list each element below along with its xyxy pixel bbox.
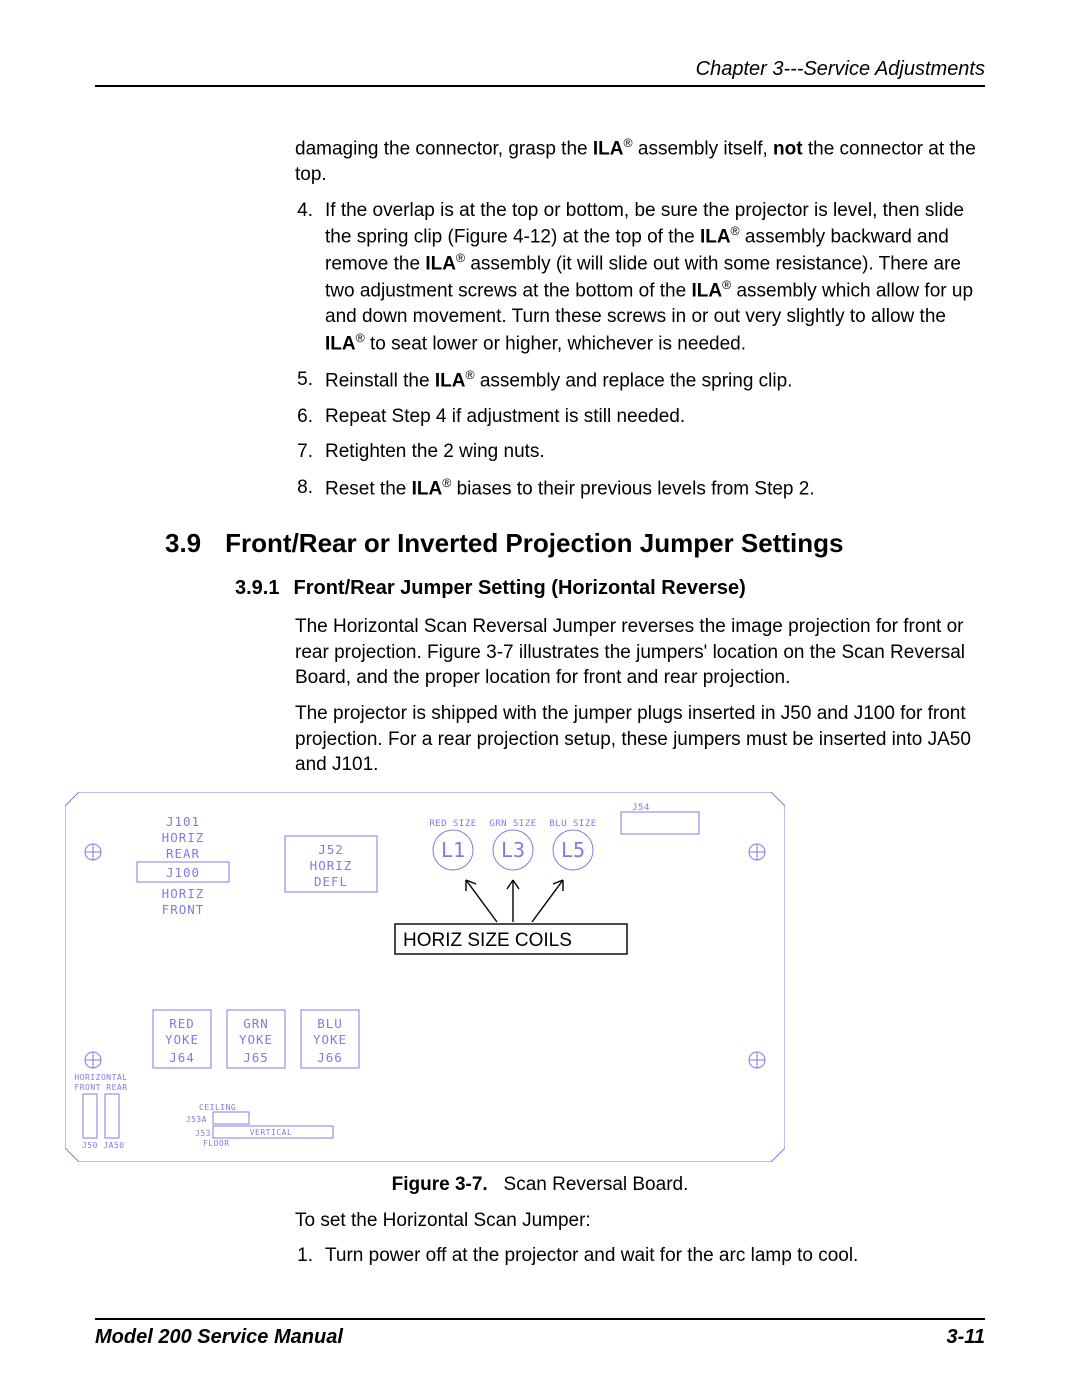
- diagram-label: J50: [82, 1141, 98, 1150]
- step-8: Reset the ILA® biases to their previous …: [295, 475, 985, 502]
- diagram-label: VERTICAL: [250, 1128, 293, 1137]
- ila-text: ILA: [691, 281, 722, 302]
- ila-text: ILA: [700, 227, 731, 248]
- figure-text: Scan Reversal Board.: [504, 1174, 689, 1195]
- diagram-label: L5: [561, 838, 585, 862]
- subsection-title: Front/Rear Jumper Setting (Horizontal Re…: [293, 577, 745, 600]
- text: Retighten the 2 wing nuts.: [325, 441, 545, 462]
- diagram-label: JA50: [103, 1141, 124, 1150]
- not-text: not: [773, 138, 803, 159]
- text: assembly and replace the spring clip.: [475, 370, 793, 391]
- diagram-label: HORIZ: [162, 830, 205, 845]
- ila-text: ILA: [412, 478, 443, 499]
- diagram-label: FLOOR: [203, 1139, 230, 1148]
- diagram-label: BLU: [317, 1016, 343, 1031]
- diagram-label: J65: [243, 1050, 269, 1065]
- diagram-label: J66: [317, 1050, 343, 1065]
- paragraph: The Horizontal Scan Reversal Jumper reve…: [295, 614, 985, 691]
- section-heading: 3.9 Front/Rear or Inverted Projection Ju…: [165, 528, 985, 559]
- step-list-2: Turn power off at the projector and wait…: [295, 1243, 985, 1269]
- figure-caption: Figure 3-7. Scan Reversal Board.: [95, 1174, 985, 1196]
- page: Chapter 3---Service Adjustments damaging…: [0, 0, 1080, 1397]
- footer-right: 3-11: [946, 1326, 985, 1349]
- diagram-label: YOKE: [239, 1032, 273, 1047]
- diagram-label: YOKE: [313, 1032, 347, 1047]
- diagram-label: BLU SIZE: [549, 819, 596, 829]
- intro-paragraph: damaging the connector, grasp the ILA® a…: [295, 135, 985, 188]
- diagram-label: HORIZ: [162, 886, 205, 901]
- step-list: If the overlap is at the top or bottom, …: [295, 198, 985, 502]
- step-7: Retighten the 2 wing nuts.: [295, 439, 985, 465]
- section-number: 3.9: [165, 528, 201, 559]
- text: assembly itself,: [633, 138, 773, 159]
- step-4: If the overlap is at the top or bottom, …: [295, 198, 985, 357]
- diagram-label: GRN: [243, 1016, 269, 1031]
- reg-icon: ®: [456, 251, 465, 265]
- text: Reset the: [325, 478, 412, 499]
- diagram-label: FRONT: [162, 902, 205, 917]
- text: biases to their previous levels from Ste…: [451, 478, 814, 499]
- reg-icon: ®: [465, 368, 474, 382]
- reg-icon: ®: [731, 224, 740, 238]
- diagram-label: YOKE: [165, 1032, 199, 1047]
- diagram-label: HORIZ SIZE COILS: [403, 930, 572, 951]
- post-figure-body: To set the Horizontal Scan Jumper: Turn …: [295, 1208, 985, 1269]
- text: Reinstall the: [325, 370, 435, 391]
- step-5: Reinstall the ILA® assembly and replace …: [295, 367, 985, 394]
- step-1: Turn power off at the projector and wait…: [295, 1243, 985, 1269]
- diagram-label: J53: [195, 1129, 211, 1138]
- diagram-label: HORIZ: [310, 858, 353, 873]
- paragraph: The projector is shipped with the jumper…: [295, 701, 985, 778]
- diagram-label: J52: [318, 842, 344, 857]
- text: Turn power off at the projector and wait…: [325, 1245, 858, 1266]
- diagram-label: DEFL: [314, 874, 348, 889]
- step-6: Repeat Step 4 if adjustment is still nee…: [295, 404, 985, 430]
- diagram-label: J100: [166, 865, 200, 880]
- text: damaging the connector, grasp the: [295, 138, 593, 159]
- chapter-header: Chapter 3---Service Adjustments: [95, 58, 985, 87]
- body-content: damaging the connector, grasp the ILA® a…: [295, 135, 985, 502]
- diagram-label: J53A: [186, 1115, 207, 1124]
- reg-icon: ®: [623, 136, 632, 150]
- reg-icon: ®: [722, 278, 731, 292]
- diagram-label: J101: [166, 814, 200, 829]
- subsection-heading: 3.9.1 Front/Rear Jumper Setting (Horizon…: [235, 577, 985, 600]
- paragraph: To set the Horizontal Scan Jumper:: [295, 1208, 985, 1234]
- reg-icon: ®: [356, 331, 365, 345]
- ila-text: ILA: [435, 370, 466, 391]
- text: Repeat Step 4 if adjustment is still nee…: [325, 406, 685, 427]
- scan-reversal-diagram: J101 HORIZ REAR J100 HORIZ FRONT J52 HOR…: [65, 792, 785, 1162]
- text: to seat lower or higher, whichever is ne…: [365, 333, 746, 354]
- ila-text: ILA: [425, 254, 456, 275]
- diagram-label: CEILING: [199, 1103, 236, 1112]
- subsection-body: The Horizontal Scan Reversal Jumper reve…: [295, 614, 985, 778]
- diagram-label: FRONT REAR: [74, 1083, 127, 1092]
- diagram-label: J64: [169, 1050, 195, 1065]
- diagram-label: GRN SIZE: [489, 819, 536, 829]
- ila-text: ILA: [593, 138, 624, 159]
- diagram-label: HORIZONTAL: [74, 1073, 127, 1082]
- diagram-label: RED SIZE: [429, 819, 476, 829]
- page-footer: Model 200 Service Manual 3-11: [95, 1318, 985, 1349]
- diagram-label: L3: [501, 838, 525, 862]
- subsection-number: 3.9.1: [235, 577, 279, 600]
- diagram-label: REAR: [166, 846, 200, 861]
- diagram-label: RED: [169, 1016, 195, 1031]
- reg-icon: ®: [442, 476, 451, 490]
- figure-label: Figure 3-7.: [392, 1174, 488, 1195]
- footer-left: Model 200 Service Manual: [95, 1326, 343, 1349]
- section-title: Front/Rear or Inverted Projection Jumper…: [225, 528, 843, 559]
- ila-text: ILA: [325, 333, 356, 354]
- diagram-label: L1: [441, 838, 465, 862]
